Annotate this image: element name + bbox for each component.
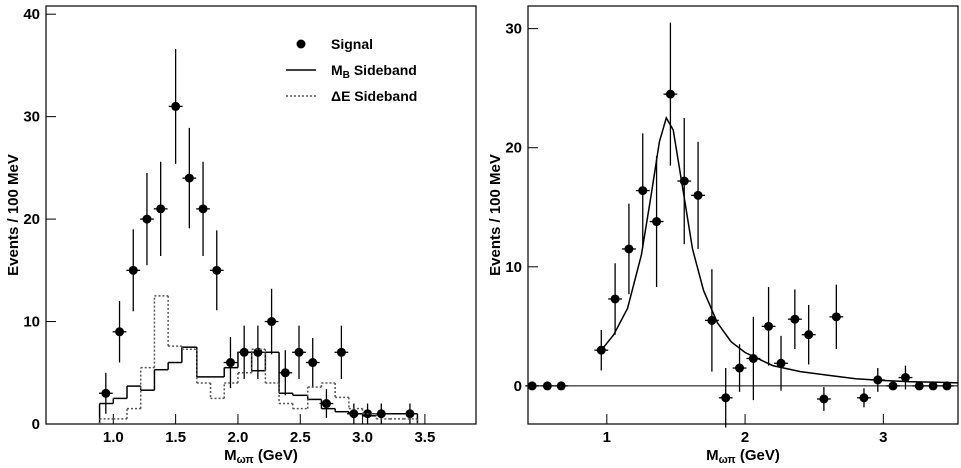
data-point	[321, 399, 331, 409]
y-axis-label: Events / 100 MeV	[487, 154, 504, 276]
data-point	[693, 190, 703, 200]
data-point	[101, 388, 111, 398]
data-point	[776, 358, 786, 368]
subscript: ωπ	[719, 454, 736, 466]
data-point	[831, 312, 841, 322]
x-tick-label: 2.5	[290, 429, 311, 446]
data-point	[267, 317, 277, 327]
data-point	[652, 217, 662, 227]
x-tick-label: 2.0	[228, 429, 249, 446]
x-tick-label: 2	[741, 429, 749, 446]
data-point	[212, 265, 222, 275]
x-tick-label: 3.5	[414, 429, 435, 446]
plot-frame	[527, 5, 959, 425]
data-point	[928, 381, 938, 391]
data-point	[527, 381, 537, 391]
legend-label: Signal	[331, 36, 373, 52]
x-tick-label: 1.0	[103, 429, 124, 446]
data-point	[294, 347, 304, 357]
y-tick-label: 40	[23, 6, 40, 23]
data-point	[156, 204, 166, 214]
data-point	[638, 186, 648, 196]
data-point	[707, 315, 717, 325]
data-point	[748, 354, 758, 364]
y-tick-label: 0	[32, 416, 40, 433]
y-axis-label: Events / 100 MeV	[5, 154, 22, 276]
x-tick-label: 1.5	[165, 429, 186, 446]
data-point	[735, 363, 745, 373]
y-tick-label: 10	[23, 314, 40, 331]
data-point	[184, 173, 194, 183]
text-part: M	[331, 62, 343, 78]
text-part: ΔE Sideband	[331, 88, 417, 104]
data-point	[115, 327, 125, 337]
text-part: Signal	[331, 36, 373, 52]
plot-frame	[45, 5, 477, 425]
text-part: M	[706, 447, 719, 464]
data-point	[542, 381, 552, 391]
data-point	[556, 381, 566, 391]
x-tick-label: 1	[603, 429, 611, 446]
data-point	[914, 381, 924, 391]
text-part: (GeV)	[736, 447, 780, 464]
y-tick-label: 30	[505, 21, 522, 38]
text-part: (GeV)	[254, 447, 298, 464]
data-point	[859, 393, 869, 403]
panel: 0 10 20 30 1 2 3 Mωπ (GeV) Events / 100 MeV	[487, 5, 959, 466]
legend-marker	[296, 39, 306, 49]
fit-curve	[600, 115, 959, 384]
data-point	[764, 321, 774, 331]
data-point	[721, 393, 731, 403]
legend-label: MB Sideband	[331, 62, 417, 81]
x-tick-label: 3.0	[352, 429, 373, 446]
data-point	[142, 214, 152, 224]
data-point	[610, 294, 620, 304]
x-axis-label: Mωπ (GeV)	[224, 447, 298, 466]
text-part: M	[224, 447, 237, 464]
panel: 0 10 20 30 40 1.0 1.5 2.0 2.5 3.0 3.5 Mωπ (GeV) Even…	[5, 5, 477, 466]
data-point	[819, 394, 829, 404]
subscript: B	[343, 70, 350, 81]
y-tick-label: 20	[505, 140, 522, 157]
data-point	[225, 358, 235, 368]
data-point	[624, 244, 634, 254]
data-point	[171, 101, 181, 111]
data-point	[900, 373, 910, 383]
y-tick-label: 20	[23, 211, 40, 228]
subscript: ωπ	[237, 454, 254, 466]
data-point	[280, 368, 290, 378]
data-point	[308, 358, 318, 368]
y-tick-label: 0	[514, 378, 522, 395]
data-point	[253, 347, 263, 357]
data-point	[790, 314, 800, 324]
x-tick-label: 3	[879, 429, 887, 446]
data-point	[198, 204, 208, 214]
data-point	[665, 89, 675, 99]
y-tick-label: 10	[505, 259, 522, 276]
legend-label: ΔE Sideband	[331, 88, 417, 104]
data-point	[888, 381, 898, 391]
text-part: Sideband	[350, 62, 417, 78]
data-point	[942, 381, 952, 391]
data-point	[128, 265, 138, 275]
y-tick-label: 30	[23, 109, 40, 126]
x-axis-label: Mωπ (GeV)	[706, 447, 780, 466]
data-point	[336, 347, 346, 357]
data-point	[804, 330, 814, 340]
